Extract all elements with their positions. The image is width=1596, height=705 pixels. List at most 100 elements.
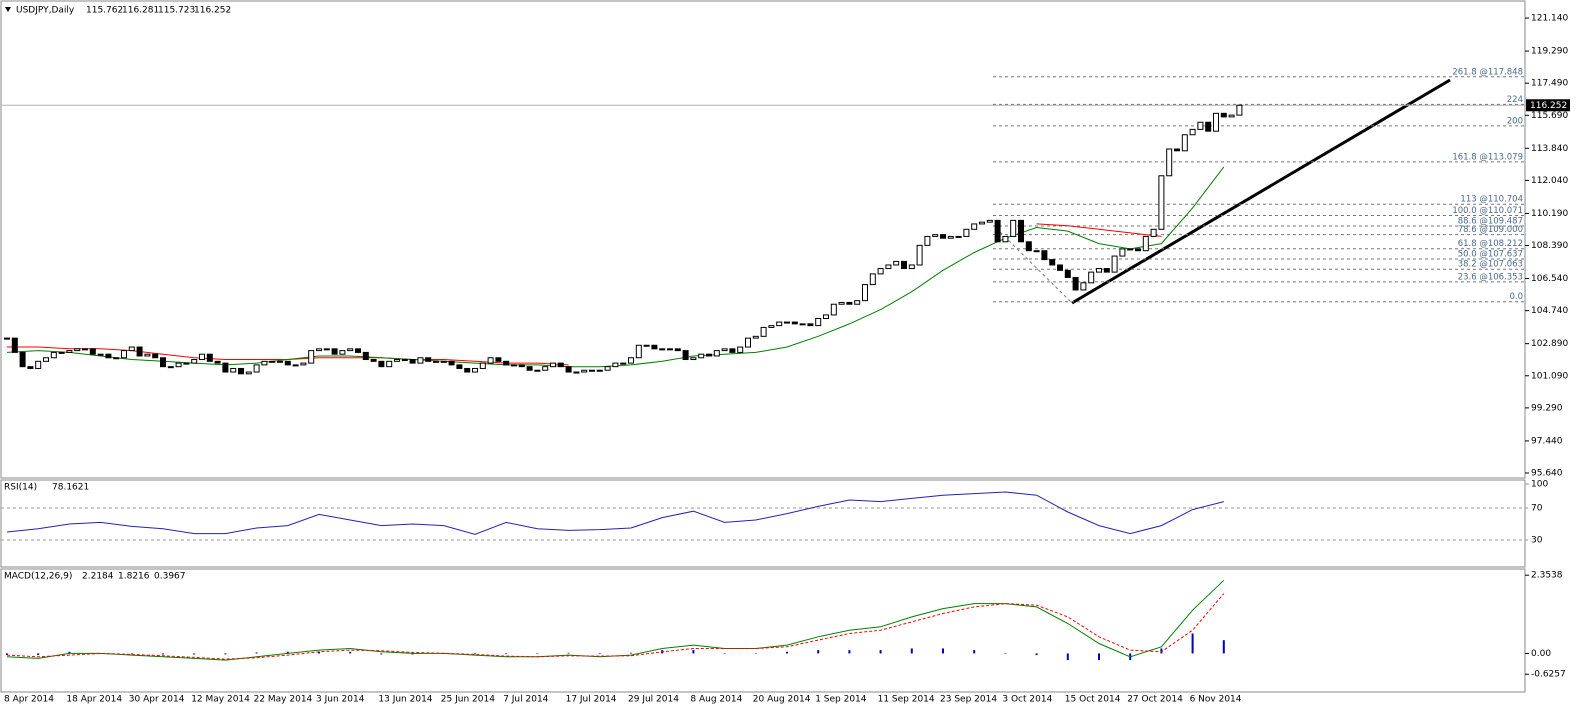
candle [308, 350, 315, 364]
macd-tick-label: -0.6257 [1531, 670, 1566, 680]
macd-histogram-bar [1066, 653, 1069, 661]
candle [1158, 175, 1165, 230]
candle [752, 335, 759, 339]
rsi-tick-label: 70 [1531, 504, 1543, 514]
x-tick-label: 15 Oct 2014 [1065, 695, 1121, 705]
macd-histogram-bar [286, 651, 289, 654]
candle [245, 371, 252, 375]
candle [729, 348, 736, 353]
candle [1119, 248, 1126, 257]
candle [893, 260, 900, 266]
macd-main-line [6, 579, 1225, 661]
macd-histogram-bar [130, 653, 133, 655]
macd-histogram-bar [1004, 653, 1007, 654]
macd-histogram-bar [598, 653, 601, 655]
macd-histogram-bar [37, 653, 40, 656]
candle [573, 371, 580, 374]
candle [284, 360, 291, 366]
candle [690, 357, 697, 361]
macd-histogram-bar [973, 650, 976, 654]
candle [362, 351, 369, 361]
x-tick-label: 30 Apr 2014 [129, 695, 185, 705]
candle [799, 323, 806, 326]
candle [877, 268, 884, 275]
candle [940, 234, 946, 239]
candle [440, 360, 447, 363]
candle [1127, 248, 1134, 251]
candle [830, 303, 837, 316]
candle [355, 348, 361, 353]
x-tick-label: 13 Jun 2014 [378, 695, 432, 705]
candle [596, 369, 603, 372]
candle [994, 219, 1001, 243]
candle [230, 367, 237, 373]
fib-label: 23.6 @106.353 [1458, 272, 1523, 282]
macd-histogram-bar [848, 650, 851, 654]
candle [1166, 148, 1173, 177]
candle [277, 360, 283, 363]
fib-label: 200 [1507, 116, 1523, 126]
candle [191, 359, 198, 364]
candle [542, 366, 549, 371]
macd-tick-label: 2.3538 [1531, 571, 1563, 581]
candle [503, 360, 510, 366]
macd-histogram-bar [817, 650, 820, 654]
candle [1174, 148, 1180, 152]
candle [479, 362, 486, 369]
macd-histogram-bar [1035, 653, 1038, 656]
fib-label: 100.0 @110.071 [1452, 206, 1523, 216]
x-tick-label: 17 Jul 2014 [566, 695, 617, 705]
fib-label: 161.8 @113.079 [1452, 152, 1523, 162]
candle [628, 357, 634, 364]
candle [253, 364, 260, 373]
candle [183, 362, 190, 365]
candle [269, 360, 276, 363]
rsi-panel [0, 479, 1526, 568]
y-tick-label: 119.290 [1531, 47, 1568, 57]
candle [721, 348, 728, 352]
candle [27, 366, 34, 369]
candle [1025, 241, 1032, 252]
trend-line[interactable] [1071, 78, 1451, 305]
candle [409, 359, 416, 364]
candle [760, 326, 767, 337]
y-tick-label: 110.190 [1531, 209, 1568, 219]
candle [745, 337, 751, 348]
candle [604, 366, 611, 371]
candle [651, 344, 658, 350]
candle [1213, 112, 1219, 132]
fib-anchor-line [999, 231, 1073, 304]
x-tick-label: 6 Nov 2014 [1190, 695, 1242, 705]
candle [1080, 282, 1087, 291]
candle [955, 235, 962, 238]
macd-histogram-bar [786, 651, 788, 654]
menu-arrow[interactable] [5, 7, 11, 12]
candle [581, 369, 588, 373]
candle [401, 359, 408, 362]
candle [534, 369, 541, 372]
candle [737, 346, 744, 353]
candle [807, 323, 814, 327]
x-tick-label: 20 Aug 2014 [753, 695, 811, 705]
x-tick-label: 25 Jun 2014 [441, 695, 495, 705]
rsi-tick-label: 100 [1531, 480, 1548, 490]
candle [869, 273, 876, 286]
candle [1142, 235, 1149, 252]
candle [121, 350, 127, 359]
macd-value: 0.3967 [154, 572, 186, 582]
x-tick-label: 8 Apr 2014 [4, 695, 54, 705]
candle [472, 367, 478, 373]
candle [1041, 250, 1048, 261]
candle [35, 360, 42, 369]
candle [986, 219, 993, 223]
candle [862, 284, 868, 302]
x-tick-label: 8 Aug 2014 [690, 695, 742, 705]
candle [1236, 104, 1243, 116]
candle [331, 348, 338, 355]
candle [1150, 228, 1157, 237]
macd-histogram-bar [630, 652, 632, 654]
candle [659, 348, 666, 351]
candle [791, 321, 798, 325]
candle [901, 260, 907, 270]
